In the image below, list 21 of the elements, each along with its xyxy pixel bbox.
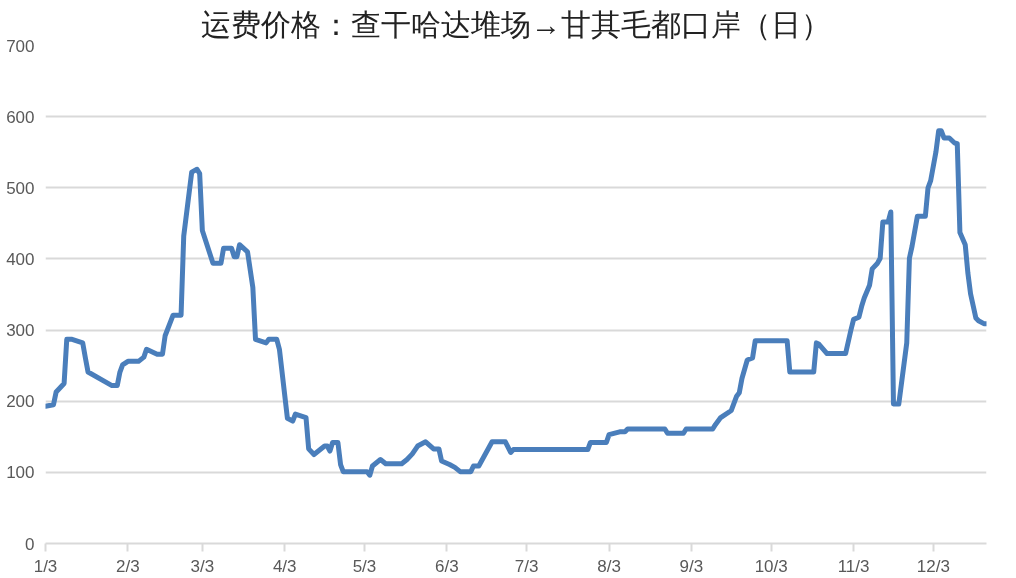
x-tick-label: 6/3 <box>435 556 459 576</box>
y-tick-label: 700 <box>6 36 35 56</box>
y-tick-label: 100 <box>6 463 35 483</box>
x-tick-label: 10/3 <box>754 556 788 576</box>
y-tick-label: 600 <box>6 107 35 127</box>
y-tick-label: 0 <box>25 534 35 554</box>
chart-title: 运费价格：查干哈达堆场→甘其毛都口岸（日） <box>201 7 831 41</box>
x-tick-label: 9/3 <box>679 556 704 576</box>
x-tick-label: 1/3 <box>33 556 58 576</box>
x-tick-label: 4/3 <box>272 556 297 576</box>
x-tick-label: 8/3 <box>597 556 621 576</box>
x-tick-label: 5/3 <box>352 556 377 576</box>
x-tick-label: 12/3 <box>916 556 950 576</box>
y-tick-label: 500 <box>6 178 35 198</box>
x-tick-label: 11/3 <box>837 556 870 576</box>
x-tick-label: 3/3 <box>190 556 215 576</box>
y-tick-label: 200 <box>6 392 35 412</box>
x-tick-label: 7/3 <box>514 556 539 576</box>
y-tick-label: 300 <box>6 321 35 341</box>
x-tick-label: 2/3 <box>116 556 140 576</box>
y-tick-label: 400 <box>6 249 35 269</box>
